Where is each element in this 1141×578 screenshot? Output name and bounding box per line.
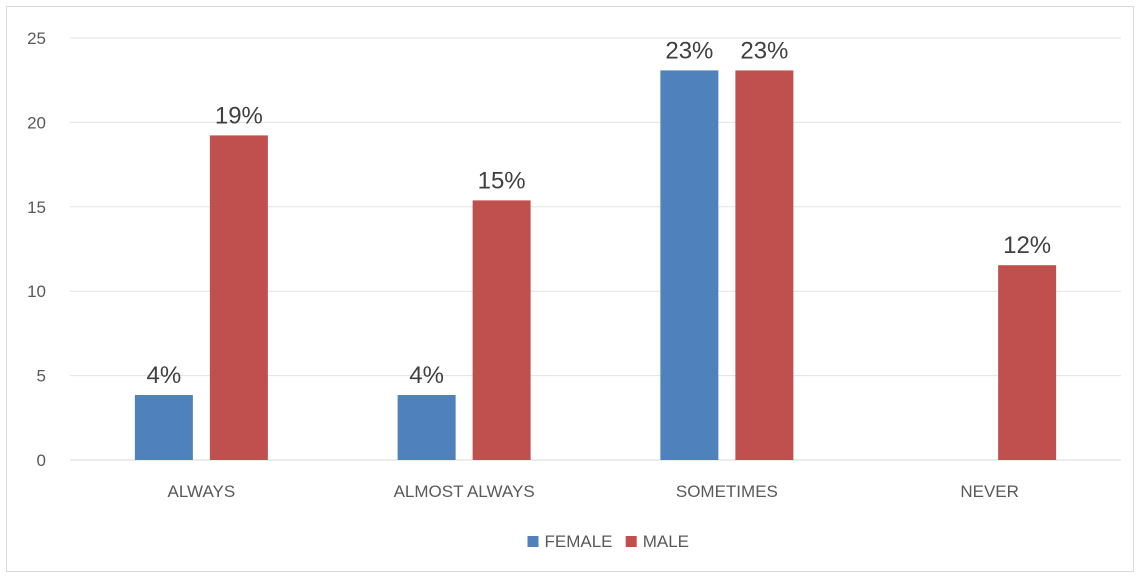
data-label: 4% <box>147 362 182 389</box>
bar-male-never <box>998 265 1057 460</box>
y-tick-label: 5 <box>37 367 46 386</box>
bar-male-almost-always <box>472 200 531 460</box>
data-label: 12% <box>1003 232 1051 259</box>
x-category-label: ALWAYS <box>168 482 236 501</box>
bar-female-always <box>134 395 193 460</box>
chart-frame <box>6 6 1134 572</box>
data-label: 23% <box>665 37 713 64</box>
bar-male-sometimes <box>735 70 794 460</box>
data-label: 15% <box>478 167 526 194</box>
bar-female-sometimes <box>660 70 719 460</box>
legend-label-female: FEMALE <box>545 532 613 551</box>
data-label: 19% <box>215 102 263 129</box>
x-category-label: ALMOST ALWAYS <box>394 482 535 501</box>
x-category-label: NEVER <box>960 482 1019 501</box>
bar-female-almost-always <box>397 395 456 460</box>
y-tick-label: 10 <box>27 282 46 301</box>
legend-label-male: MALE <box>643 532 689 551</box>
y-tick-label: 25 <box>27 29 46 48</box>
y-tick-label: 20 <box>27 113 46 132</box>
data-label: 23% <box>740 37 788 64</box>
x-category-label: SOMETIMES <box>676 482 778 501</box>
legend-swatch-female <box>527 536 539 547</box>
y-tick-label: 0 <box>37 451 46 470</box>
legend-swatch-male <box>625 536 637 547</box>
y-tick-label: 15 <box>27 198 46 217</box>
bar-male-always <box>209 135 268 461</box>
data-label: 4% <box>409 362 444 389</box>
